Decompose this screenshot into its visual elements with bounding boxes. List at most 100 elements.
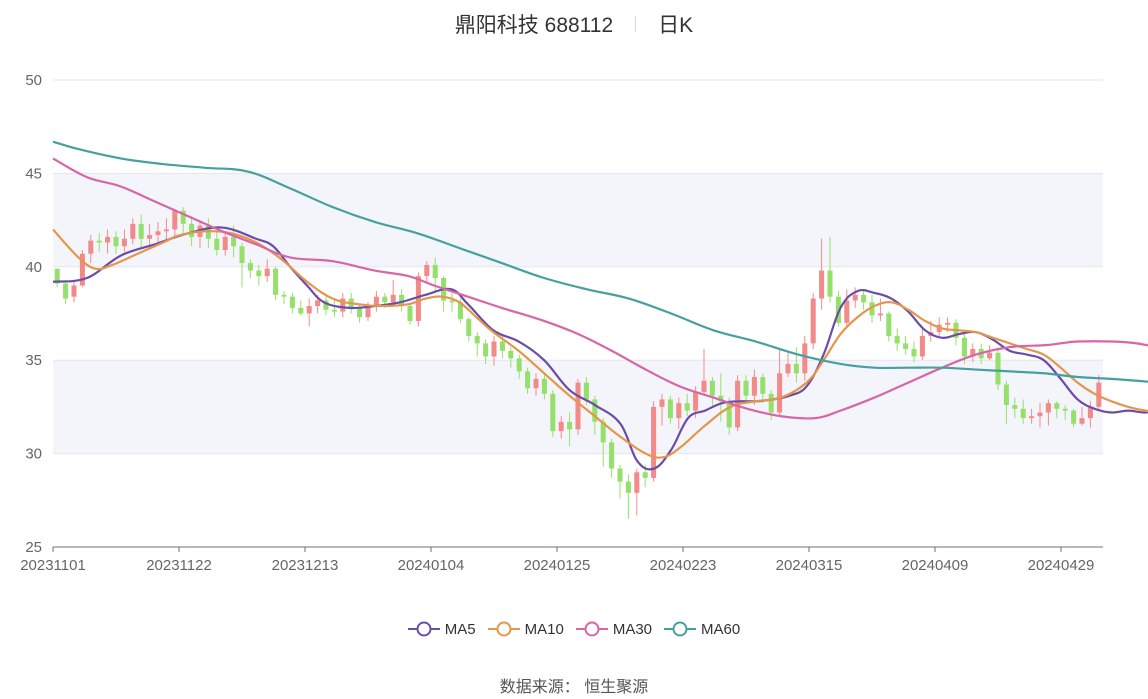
x-tick-label: 20240315: [776, 557, 843, 574]
y-tick-label: 30: [25, 446, 42, 463]
candle-body: [861, 294, 867, 303]
candle-body: [768, 393, 774, 413]
x-tick-label: 20231213: [272, 557, 339, 574]
legend-marker-icon: [487, 621, 520, 637]
candle-body: [340, 298, 346, 312]
candle-body: [852, 294, 858, 301]
candle-body: [373, 296, 379, 307]
candle-body: [71, 285, 77, 297]
candle-body: [390, 294, 396, 303]
candle-body: [785, 363, 791, 374]
candle-body: [600, 421, 606, 443]
candle-body: [743, 380, 749, 396]
candle-body: [432, 264, 438, 279]
legend-item-ma5[interactable]: MA5: [407, 620, 476, 638]
legend-item-ma60[interactable]: MA60: [664, 620, 740, 638]
legend-item-ma30[interactable]: MA30: [575, 620, 653, 638]
candle-body: [886, 313, 892, 336]
candle-body: [1037, 412, 1043, 417]
y-tick-label: 45: [25, 165, 42, 182]
candle-body: [1054, 403, 1060, 409]
candle-body: [247, 263, 253, 271]
candle-body: [1003, 384, 1009, 406]
candle-body: [810, 298, 816, 344]
candle-body: [189, 223, 195, 237]
candle-body: [541, 378, 547, 394]
candle-body: [331, 309, 337, 312]
x-tick-label: 20240409: [902, 557, 969, 574]
legend-marker-icon: [407, 621, 440, 637]
candle-body: [508, 350, 514, 359]
series-line-ma30: [52, 157, 1148, 420]
candle-body: [214, 238, 220, 250]
candle-body: [558, 421, 564, 432]
candle-body: [256, 270, 262, 277]
candle-body: [709, 380, 715, 396]
candle-body: [684, 403, 690, 411]
candle-body: [1062, 408, 1068, 411]
candle-body: [903, 343, 909, 349]
x-tick-label: 20240223: [650, 557, 717, 574]
candle-body: [751, 377, 757, 396]
candle-body: [919, 335, 925, 357]
candle-body: [945, 322, 951, 325]
y-tick-label: 40: [25, 259, 42, 276]
legend: MA5 MA10 MA30 MA60: [0, 620, 1148, 638]
candle-body: [550, 393, 556, 432]
candle-body: [315, 300, 321, 307]
candle-body: [995, 352, 1001, 385]
candle-body: [239, 246, 245, 264]
candle-body: [609, 442, 615, 469]
candle-body: [222, 236, 228, 250]
candle-body: [844, 300, 850, 323]
candle-body: [726, 401, 732, 428]
candle-body: [424, 264, 430, 277]
candle-body: [231, 236, 237, 247]
candle-body: [96, 240, 102, 243]
legend-label: MA30: [612, 620, 653, 638]
candle-body: [667, 399, 673, 419]
legend-label: MA60: [701, 620, 741, 638]
candle-body: [180, 210, 186, 224]
candle-body: [516, 358, 522, 372]
candle-body: [163, 229, 169, 232]
candle-body: [1012, 405, 1018, 409]
legend-marker-icon: [664, 621, 697, 637]
data-source: 数据来源： 恒生聚源: [499, 679, 649, 696]
candle-body: [659, 399, 665, 407]
candle-body: [449, 300, 455, 303]
candle-body: [693, 391, 699, 411]
candle-body: [793, 363, 799, 374]
candle-body: [701, 380, 707, 392]
chart-title: 鼎阳科技 688112 日K: [0, 8, 1148, 40]
candle-body: [289, 296, 295, 308]
candle-body: [617, 468, 623, 482]
candle-body: [273, 268, 279, 295]
candle-body: [718, 395, 724, 402]
candle-body: [281, 294, 287, 297]
candle-body: [474, 335, 480, 344]
candle-body: [264, 268, 270, 277]
candle-body: [357, 307, 363, 318]
candle-body: [172, 210, 178, 230]
x-tick-label: 20231122: [146, 557, 212, 574]
candle-body: [592, 399, 598, 422]
x-tick-label: 20231101: [20, 557, 86, 574]
candle-body: [1096, 382, 1102, 407]
series-line-ma60: [52, 140, 1148, 383]
legend-label: MA10: [524, 620, 564, 638]
candle-body: [961, 337, 967, 357]
legend-item-ma10[interactable]: MA10: [487, 620, 564, 638]
candle-body: [651, 406, 657, 478]
candle-body: [399, 294, 405, 307]
stock-name: 鼎阳科技 688112: [454, 14, 614, 37]
candle-body: [415, 276, 421, 321]
candle-body: [466, 319, 472, 336]
candle-body: [894, 335, 900, 344]
candle-body: [987, 352, 993, 359]
candle-body: [760, 377, 766, 394]
legend-marker-icon: [575, 621, 608, 637]
candle-body: [1079, 418, 1085, 424]
candle-body: [1020, 408, 1026, 419]
candle-body: [583, 382, 589, 400]
